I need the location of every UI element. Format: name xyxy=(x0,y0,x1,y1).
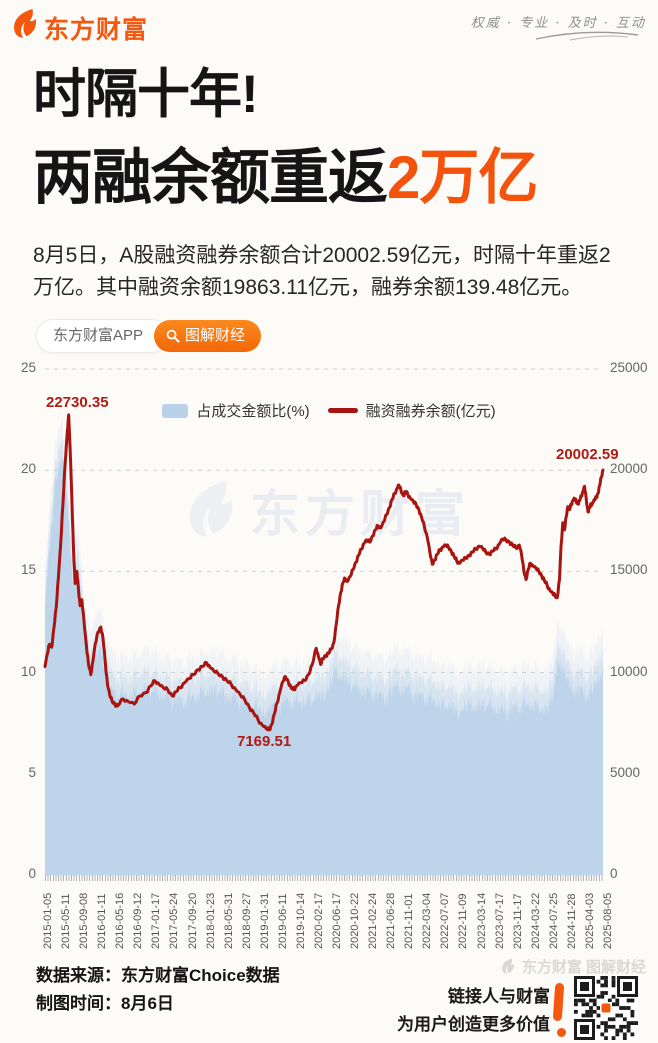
badge-row: 东方财富APP 图解财经 xyxy=(36,319,262,353)
x-axis-label: 2015-01-05 xyxy=(42,892,54,949)
qr-code xyxy=(574,976,638,1040)
app-badge[interactable]: 东方财富APP xyxy=(36,319,169,353)
x-axis-label: 2024-03-22 xyxy=(529,892,542,949)
y-axis-tick-right: 20000 xyxy=(610,461,648,477)
footer-slogan2: 为用户创造更多价值 xyxy=(397,1015,550,1034)
brand-slogan: 权威 · 专业 · 及时 · 互动 xyxy=(470,16,646,31)
x-axis-label: 2020-06-17 xyxy=(331,892,344,949)
x-axis-label: 2017-09-20 xyxy=(186,892,199,949)
x-axis-label: 2018-01-23 xyxy=(204,892,217,949)
x-axis-label: 2016-05-16 xyxy=(114,892,127,949)
x-axis-label: 2018-05-31 xyxy=(222,892,235,949)
annotation-latest-2025: 20002.59 xyxy=(556,446,619,463)
column-badge[interactable]: 图解财经 xyxy=(154,320,262,352)
y-axis-tick-left: 10 xyxy=(20,663,36,679)
y-axis-tick-right: 10000 xyxy=(610,663,648,679)
x-axis-label: 2016-01-11 xyxy=(96,893,109,949)
slogan-underline-swoosh xyxy=(532,30,642,42)
legend-area-label: 占成交金额比(%) xyxy=(196,403,310,420)
y-axis-tick-right: 5000 xyxy=(610,764,641,780)
x-axis-label: 2024-07-25 xyxy=(547,892,560,949)
y-axis-tick-left: 5 xyxy=(28,764,36,780)
annotation-trough-2019: 7169.51 xyxy=(237,733,292,750)
x-axis-label: 2021-02-24 xyxy=(367,892,380,949)
x-axis-label: 2019-06-11 xyxy=(276,893,289,949)
footer-slogan1: 链接人与财富 xyxy=(448,987,550,1006)
eastmoney-logo-text: 东方财富 xyxy=(44,16,149,44)
x-axis-label: 2019-01-31 xyxy=(258,892,271,949)
y-axis-tick-left: 25 xyxy=(20,360,36,375)
x-axis-label: 2023-03-14 xyxy=(475,892,488,949)
footer-watermark-logo-icon xyxy=(502,958,514,974)
y-axis-tick-right: 0 xyxy=(610,866,618,881)
x-axis-label: 2017-01-17 xyxy=(150,892,163,949)
headline-line2-orange: 2万亿 xyxy=(387,144,538,211)
footer-watermark: 东方财富 图解财经 xyxy=(500,956,646,977)
legend-line-label: 融资融券余额(亿元) xyxy=(365,403,496,420)
x-axis-label: 2023-11-17 xyxy=(511,893,524,949)
headline-line1: 时隔十年! xyxy=(33,65,259,124)
column-badge-label: 图解财经 xyxy=(185,327,246,344)
x-axis-label: 2020-10-22 xyxy=(349,892,362,949)
x-axis-label: 2017-05-24 xyxy=(168,892,181,949)
y-axis-tick-right: 15000 xyxy=(610,562,648,578)
chart-legend: 占成交金额比(%) 融资融券余额(亿元) xyxy=(0,400,658,421)
exclamation-mark-bar xyxy=(552,982,565,1022)
chart-time-line: 制图时间：8月6日 xyxy=(36,994,174,1013)
headline-line2-black: 两融余额重返 xyxy=(33,144,388,211)
y-axis-labels: 25 20 15 10 5 0 25000 20000 15000 10000 5000 0 xyxy=(0,352,658,956)
x-axis-label: 2015-09-08 xyxy=(78,892,91,949)
y-axis-tick-right: 25000 xyxy=(610,360,648,375)
x-axis-label: 2022-07-07 xyxy=(439,892,452,949)
watermark-text: 东方财富 xyxy=(250,486,470,542)
x-axis-label: 2025-08-05 xyxy=(602,892,614,949)
search-icon xyxy=(166,329,180,343)
y-axis-tick-left: 20 xyxy=(20,461,36,477)
x-axis-label: 2016-09-12 xyxy=(132,892,145,949)
watermark-logo-icon xyxy=(189,481,233,537)
x-axis-label: 2024-11-28 xyxy=(565,893,578,949)
y-axis-tick-left: 15 xyxy=(20,562,36,578)
intro-paragraph: 8月5日，A股融资融券余额合计20002.59亿元，时隔十年重返2万亿。其中融资… xyxy=(33,244,611,299)
x-axis-label: 2020-02-17 xyxy=(312,892,325,949)
eastmoney-logo-icon xyxy=(10,8,40,40)
x-axis-label: 2025-04-03 xyxy=(583,892,596,949)
legend-area-swatch xyxy=(162,403,189,418)
chart-plot xyxy=(43,368,605,876)
legend-line-swatch xyxy=(327,408,358,413)
x-axis-label: 2021-11-01 xyxy=(403,893,416,949)
x-axis-label: 2022-11-09 xyxy=(457,893,470,949)
x-axis-tick-comb xyxy=(45,875,604,881)
y-axis-tick-left: 0 xyxy=(28,866,36,881)
x-axis-label: 2021-06-28 xyxy=(385,892,398,949)
x-axis-labels: 2015-01-05 2015-05-11 2015-09-08 2016-01-11… xyxy=(0,352,658,956)
x-axis-label: 2023-07-17 xyxy=(493,892,506,949)
x-axis-label: 2022-03-04 xyxy=(421,892,434,949)
footer-watermark-text: 东方财富 图解财经 xyxy=(521,959,646,976)
data-source-line: 数据来源：东方财富Choice数据 xyxy=(36,966,280,985)
annotation-peak-2015: 22730.35 xyxy=(46,394,109,411)
exclamation-mark-dot xyxy=(557,1028,566,1037)
x-axis-label: 2019-10-14 xyxy=(294,892,307,949)
chart-section: 东方财富 占成交金额比(%) 融资融券余额(亿元) 22730.35 7169.… xyxy=(0,352,658,956)
x-axis-label: 2015-05-11 xyxy=(60,893,73,949)
chart-watermark: 东方财富 xyxy=(182,474,470,546)
x-axis-label: 2018-09-27 xyxy=(240,892,253,949)
headline-line2: 两融余额重返2万亿 xyxy=(33,148,538,208)
